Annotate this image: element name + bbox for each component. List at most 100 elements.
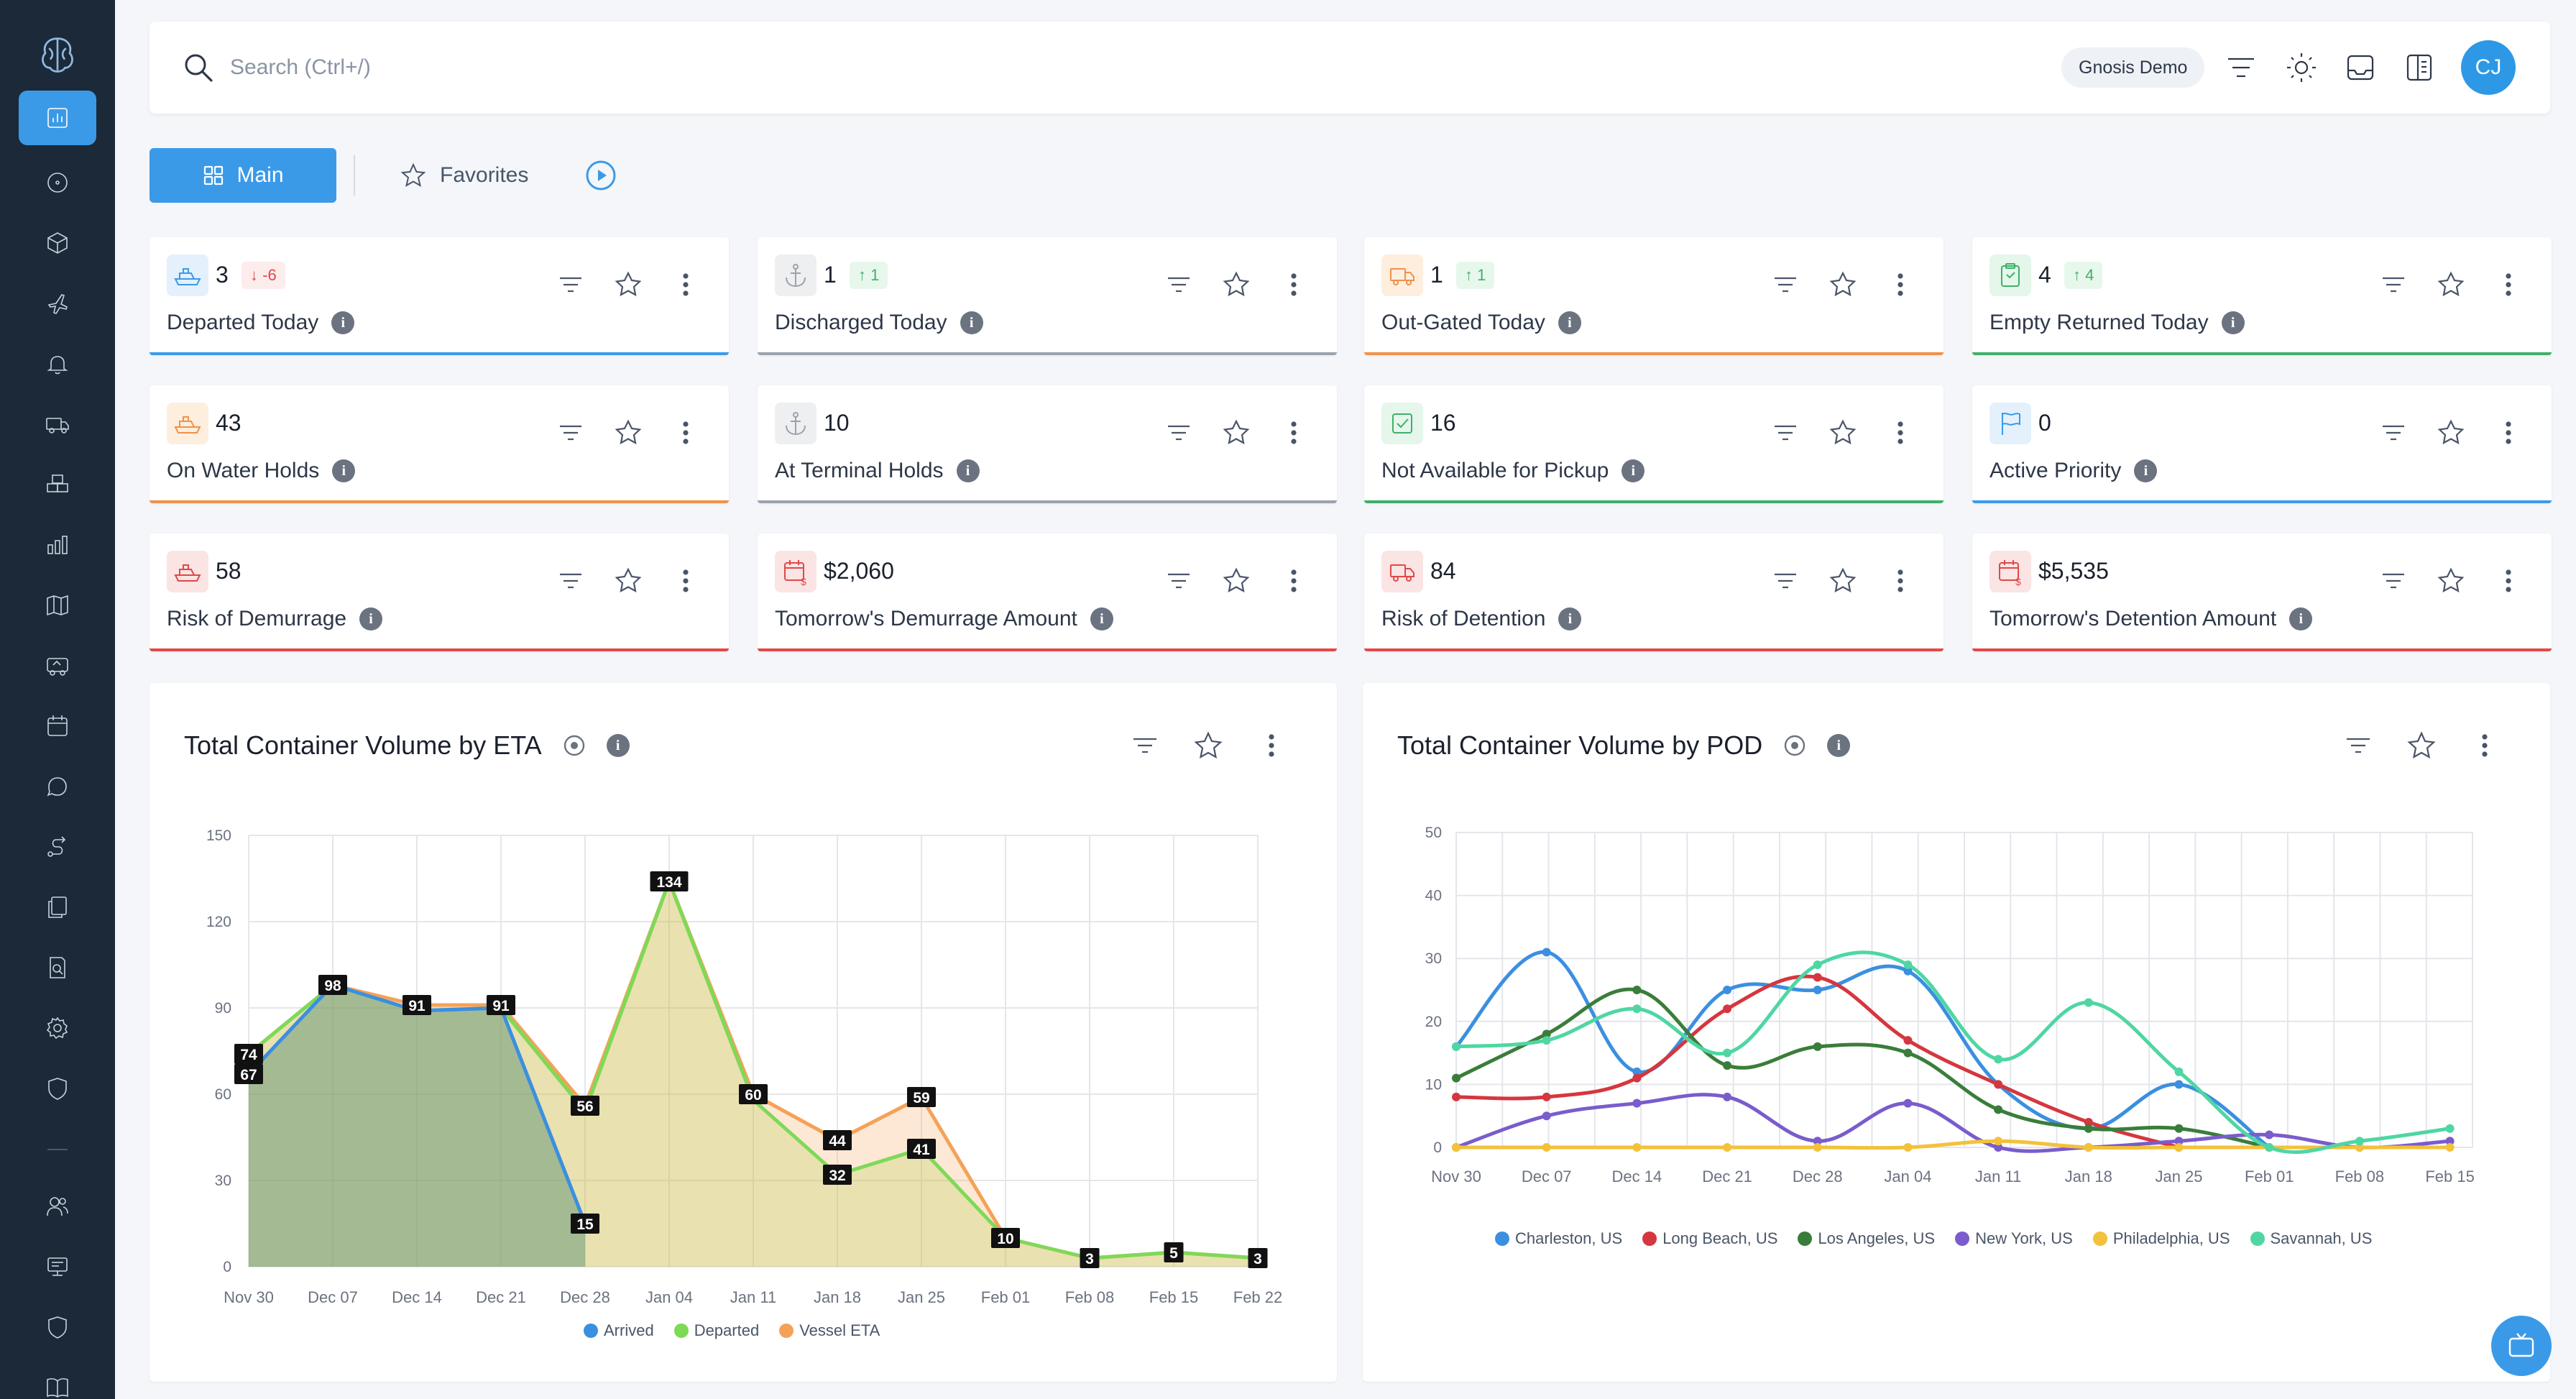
more-vertical-icon[interactable] (671, 418, 700, 447)
star-icon[interactable] (1828, 567, 1857, 595)
legend-item[interactable]: Charleston, US (1495, 1229, 1622, 1248)
filter-icon[interactable] (1771, 418, 1800, 447)
filter-icon[interactable] (2379, 270, 2408, 299)
star-icon[interactable] (614, 270, 643, 299)
info-icon[interactable]: i (2134, 459, 2158, 482)
more-vertical-icon[interactable] (1256, 730, 1287, 761)
plane-icon[interactable] (36, 282, 79, 325)
legend-item[interactable]: Los Angeles, US (1798, 1229, 1935, 1248)
legend-item[interactable]: Long Beach, US (1642, 1229, 1777, 1248)
star-icon[interactable] (614, 567, 643, 595)
truck-icon[interactable] (36, 403, 79, 446)
kpi-card[interactable]: $ $5,535 Tomorrow's Detention Amount i (1972, 533, 2552, 651)
settings-icon[interactable] (36, 1006, 79, 1050)
info-icon[interactable]: i (1622, 459, 1645, 482)
kpi-card[interactable]: 1 ↑ 1 Discharged Today i (758, 237, 1337, 355)
star-icon[interactable] (614, 418, 643, 447)
info-icon[interactable]: i (1090, 607, 1113, 630)
more-vertical-icon[interactable] (1279, 567, 1308, 595)
kpi-card[interactable]: 58 Risk of Demurrage i (150, 533, 729, 651)
target-icon[interactable] (562, 733, 586, 758)
filter-icon[interactable] (1130, 730, 1160, 761)
kpi-card[interactable]: 4 ↑ 4 Empty Returned Today i (1972, 237, 2552, 355)
info-icon[interactable]: i (960, 311, 983, 334)
kpi-card[interactable]: 84 Risk of Detention i (1364, 533, 1944, 651)
filter-icon[interactable] (1164, 567, 1193, 595)
star-icon[interactable] (2437, 418, 2465, 447)
monitor-icon[interactable] (36, 1245, 79, 1288)
filter-icon[interactable] (2379, 418, 2408, 447)
more-vertical-icon[interactable] (671, 567, 700, 595)
star-icon[interactable] (1222, 567, 1251, 595)
chat-icon[interactable] (36, 765, 79, 808)
organization-badge[interactable]: Gnosis Demo (2061, 47, 2205, 88)
tab-favorites[interactable]: Favorites (400, 157, 528, 194)
shipment-icon[interactable] (36, 644, 79, 687)
play-circle-icon[interactable] (585, 160, 617, 191)
kpi-card[interactable]: $ $2,060 Tomorrow's Demurrage Amount i (758, 533, 1337, 651)
star-icon[interactable] (1222, 270, 1251, 299)
more-vertical-icon[interactable] (1886, 418, 1915, 447)
kpi-card[interactable]: 43 On Water Holds i (150, 385, 729, 503)
search-icon[interactable] (181, 50, 216, 85)
more-vertical-icon[interactable] (1886, 567, 1915, 595)
filter-icon[interactable] (2343, 730, 2373, 761)
report-search-icon[interactable] (36, 946, 79, 989)
filter-icon[interactable] (2379, 567, 2408, 595)
shield-icon[interactable] (36, 1067, 79, 1110)
legend-item[interactable]: Philadelphia, US (2092, 1229, 2230, 1248)
more-vertical-icon[interactable] (671, 270, 700, 299)
filter-icon[interactable] (1771, 270, 1800, 299)
inbox-icon[interactable] (2343, 50, 2378, 85)
star-icon[interactable] (1222, 418, 1251, 447)
star-icon[interactable] (2437, 567, 2465, 595)
legend-item[interactable]: Arrived (584, 1321, 654, 1340)
bell-icon[interactable] (36, 342, 79, 385)
legend-item[interactable]: Savannah, US (2250, 1229, 2372, 1248)
map-icon[interactable] (36, 584, 79, 627)
filter-icon[interactable] (1164, 418, 1193, 447)
book-icon[interactable] (36, 1366, 79, 1399)
more-vertical-icon[interactable] (1279, 270, 1308, 299)
bar-chart-icon[interactable] (36, 523, 79, 567)
more-vertical-icon[interactable] (2494, 418, 2523, 447)
filter-icon[interactable] (2224, 50, 2258, 85)
legend-item[interactable]: New York, US (1955, 1229, 2073, 1248)
filter-icon[interactable] (556, 418, 585, 447)
users-icon[interactable] (36, 1185, 79, 1228)
avatar[interactable]: CJ (2461, 40, 2516, 95)
filter-icon[interactable] (1771, 567, 1800, 595)
info-icon[interactable]: i (956, 459, 980, 482)
filter-icon[interactable] (556, 567, 585, 595)
containers-icon[interactable] (36, 463, 79, 506)
more-vertical-icon[interactable] (2494, 567, 2523, 595)
theme-sun-icon[interactable] (2284, 50, 2319, 85)
info-icon[interactable]: i (359, 607, 383, 630)
more-vertical-icon[interactable] (2494, 270, 2523, 299)
more-vertical-icon[interactable] (1886, 270, 1915, 299)
star-icon[interactable] (1828, 270, 1857, 299)
info-icon[interactable]: i (1827, 734, 1851, 757)
tab-main[interactable]: Main (150, 148, 336, 203)
documents-icon[interactable] (36, 886, 79, 929)
package-icon[interactable] (36, 221, 79, 265)
star-icon[interactable] (1193, 730, 1223, 761)
shield-check-icon[interactable] (36, 1306, 79, 1349)
info-icon[interactable]: i (606, 734, 630, 757)
kpi-card[interactable]: 16 Not Available for Pickup i (1364, 385, 1944, 503)
route-icon[interactable] (36, 825, 79, 868)
kpi-card[interactable]: 10 At Terminal Holds i (758, 385, 1337, 503)
tv-help-button[interactable] (2491, 1316, 2552, 1376)
legend-item[interactable]: Vessel ETA (779, 1321, 880, 1340)
kpi-card[interactable]: 3 ↓ -6 Departed Today i (150, 237, 729, 355)
target-icon[interactable] (1782, 733, 1807, 758)
info-icon[interactable]: i (1558, 607, 1582, 630)
legend-item[interactable]: Departed (673, 1321, 759, 1340)
star-icon[interactable] (2437, 270, 2465, 299)
more-vertical-icon[interactable] (1279, 418, 1308, 447)
logo-brain-icon[interactable] (30, 26, 85, 81)
info-icon[interactable]: i (1558, 311, 1581, 334)
star-icon[interactable] (1828, 418, 1857, 447)
info-icon[interactable]: i (2221, 311, 2245, 334)
info-icon[interactable]: i (2289, 607, 2313, 630)
